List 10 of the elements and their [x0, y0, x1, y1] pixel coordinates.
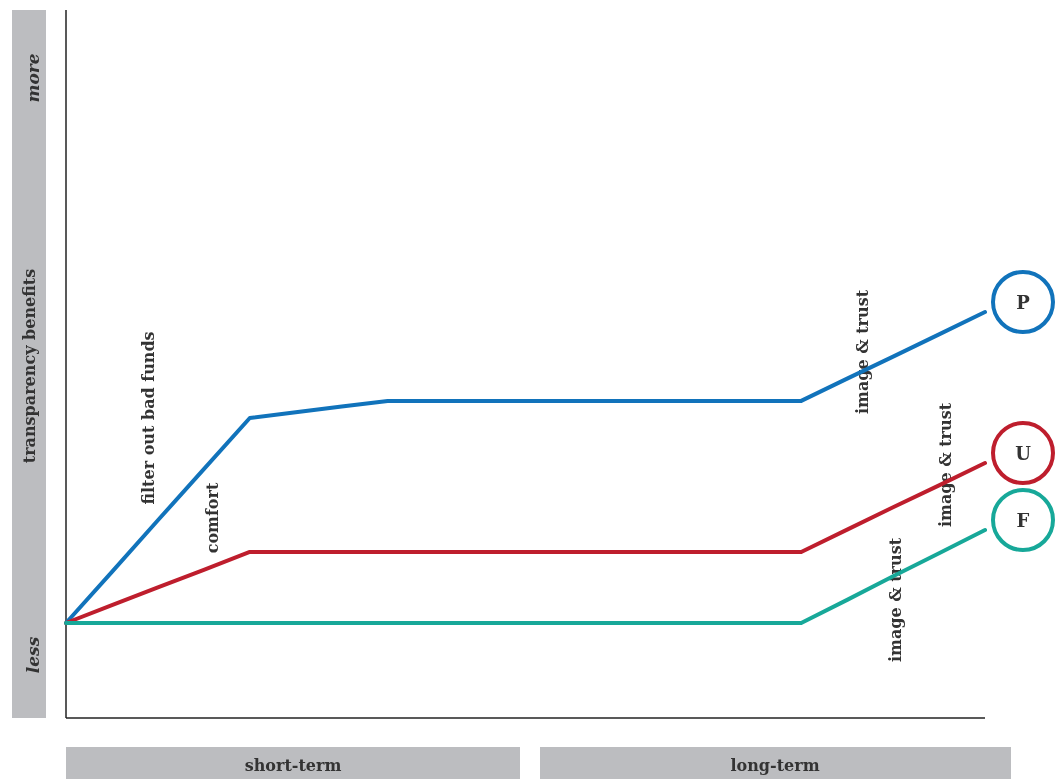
series-label: U — [1015, 442, 1032, 464]
text: short-term — [244, 755, 342, 775]
text: more — [23, 53, 43, 103]
series-label: P — [1016, 291, 1031, 313]
annotation: filter out bad funds — [138, 331, 158, 505]
series-label: F — [1016, 509, 1030, 531]
annotation: comfort — [202, 482, 222, 554]
text: long-term — [730, 755, 820, 775]
y-axis-title: transparency benefits — [20, 268, 39, 464]
text: less — [23, 636, 43, 674]
